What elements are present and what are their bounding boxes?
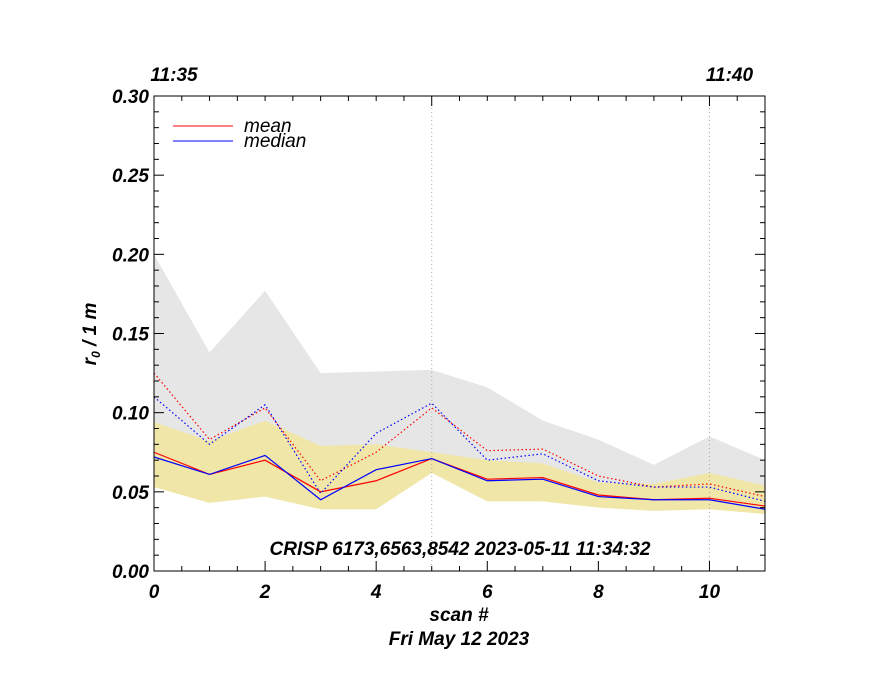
ticks-layer: 0.00 0.05 0.10 0.15 0.20 0.25 0.30 0 2 4 6 8 10 11:35… xyxy=(112,65,766,603)
series-layer xyxy=(153,372,766,510)
x-axis-title: scan # xyxy=(429,605,489,626)
x-tick-label-1: 2 xyxy=(259,582,271,603)
x-tick-label-0: 0 xyxy=(149,582,160,603)
y-tick-label-3: 0.15 xyxy=(112,325,149,346)
y-tick-label-0: 0.00 xyxy=(112,562,149,583)
y-tick-label-2: 0.10 xyxy=(112,404,149,425)
series-line-3 xyxy=(153,396,766,502)
legend-label-mean: mean xyxy=(244,116,292,137)
y-tick-label-6: 0.30 xyxy=(112,87,149,108)
footer-date: Fri May 12 2023 xyxy=(389,629,530,650)
top-time-label-1: 11:40 xyxy=(706,65,754,86)
legend-label-median: median xyxy=(244,131,306,152)
y-tick-label-1: 0.05 xyxy=(112,483,149,504)
x-tick-label-2: 4 xyxy=(370,582,382,603)
legend: mean median xyxy=(173,116,306,152)
series-line-1 xyxy=(153,454,766,510)
y-tick-label-5: 0.25 xyxy=(112,166,149,187)
yellow-band xyxy=(154,420,765,514)
y-axis-title-subscript: 0 xyxy=(89,351,103,358)
x-tick-label-4: 8 xyxy=(593,582,604,603)
x-tick-label-3: 6 xyxy=(482,582,493,603)
chart-annotation: CRISP 6173,6563,8542 2023-05-11 11:34:32 xyxy=(270,539,651,560)
y-axis-title-suffix: / 1 m xyxy=(80,303,101,352)
y-axis-title: r0 / 1 m xyxy=(80,303,103,366)
y-tick-label-4: 0.20 xyxy=(112,245,149,266)
bands-layer xyxy=(154,254,765,514)
y-axis-title-main: r xyxy=(80,356,101,365)
top-time-label-0: 11:35 xyxy=(150,65,198,86)
x-tick-label-5: 10 xyxy=(699,582,721,603)
